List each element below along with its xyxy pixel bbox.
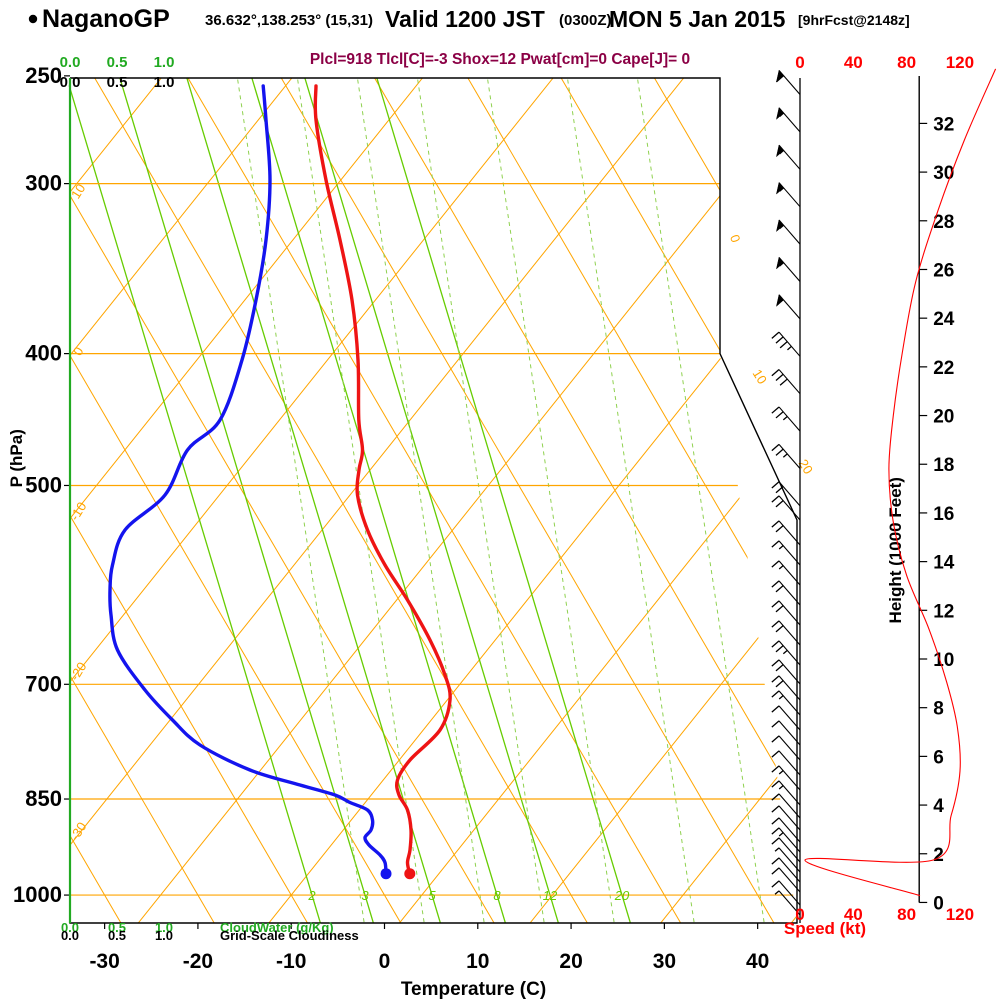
svg-text:0: 0 [795, 53, 804, 72]
svg-text:22: 22 [933, 358, 954, 379]
svg-text:20: 20 [933, 407, 954, 428]
svg-text:8: 8 [933, 699, 944, 720]
svg-text:4: 4 [933, 796, 944, 817]
svg-text:Height (1000 Feet): Height (1000 Feet) [886, 477, 905, 623]
svg-text:Grid-Scale Cloudiness: Grid-Scale Cloudiness [220, 928, 359, 943]
svg-text:700: 700 [25, 671, 62, 696]
svg-text:120: 120 [946, 905, 974, 924]
svg-text:NaganoGP: NaganoGP [42, 5, 170, 33]
svg-text:MON 5 Jan 2015: MON 5 Jan 2015 [609, 6, 786, 32]
svg-text:Plcl=918 Tlcl[C]=-3 Shox=12 Pw: Plcl=918 Tlcl[C]=-3 Shox=12 Pwat[cm]=0 C… [310, 51, 690, 68]
svg-text:80: 80 [897, 905, 916, 924]
svg-text:3: 3 [361, 888, 369, 903]
svg-text:16: 16 [933, 504, 954, 525]
svg-text:6: 6 [933, 747, 944, 768]
svg-text:20: 20 [559, 950, 582, 973]
svg-text:30: 30 [653, 950, 676, 973]
svg-text:8: 8 [493, 888, 501, 903]
svg-text:24: 24 [933, 309, 955, 330]
svg-text:14: 14 [933, 553, 955, 574]
svg-text:0: 0 [379, 950, 391, 973]
svg-text:0.0: 0.0 [61, 928, 79, 943]
svg-text:500: 500 [25, 472, 62, 497]
svg-text:80: 80 [897, 53, 916, 72]
svg-text:P (hPa): P (hPa) [7, 429, 26, 487]
svg-text:20: 20 [614, 888, 630, 903]
svg-text:1.0: 1.0 [155, 928, 173, 943]
svg-text:1000: 1000 [13, 882, 62, 907]
svg-text:Speed (kt): Speed (kt) [784, 919, 866, 938]
svg-text:2: 2 [307, 888, 316, 903]
svg-text:Temperature (C): Temperature (C) [401, 979, 546, 1000]
svg-text:0.5: 0.5 [107, 54, 128, 71]
svg-text:12: 12 [933, 601, 954, 622]
svg-text:18: 18 [933, 455, 954, 476]
svg-text:5: 5 [428, 888, 436, 903]
svg-text:0.0: 0.0 [60, 54, 81, 71]
svg-text:0.5: 0.5 [108, 928, 126, 943]
svg-text:10: 10 [933, 650, 954, 671]
svg-text:-10: -10 [276, 950, 306, 973]
svg-text:250: 250 [25, 63, 62, 88]
svg-text:[9hrFcst@2148z]: [9hrFcst@2148z] [798, 12, 910, 28]
svg-text:40: 40 [746, 950, 769, 973]
svg-text:12: 12 [543, 888, 558, 903]
svg-text:0: 0 [933, 893, 944, 914]
svg-text:850: 850 [25, 786, 62, 811]
svg-text:32: 32 [933, 114, 954, 135]
svg-text:-20: -20 [183, 950, 213, 973]
svg-text:-30: -30 [89, 950, 119, 973]
svg-text:Valid 1200 JST: Valid 1200 JST [385, 6, 545, 32]
svg-text:(0300Z): (0300Z) [559, 12, 612, 29]
svg-text:300: 300 [25, 171, 62, 196]
svg-text:40: 40 [844, 53, 863, 72]
svg-text:1.0: 1.0 [154, 74, 175, 91]
svg-text:1.0: 1.0 [154, 54, 175, 71]
svg-text:400: 400 [25, 341, 62, 366]
svg-text:120: 120 [946, 53, 974, 72]
svg-text:26: 26 [933, 260, 954, 281]
svg-text:10: 10 [466, 950, 489, 973]
svg-text:0.5: 0.5 [107, 74, 128, 91]
svg-text:36.632°,138.253° (15,31): 36.632°,138.253° (15,31) [205, 12, 373, 29]
